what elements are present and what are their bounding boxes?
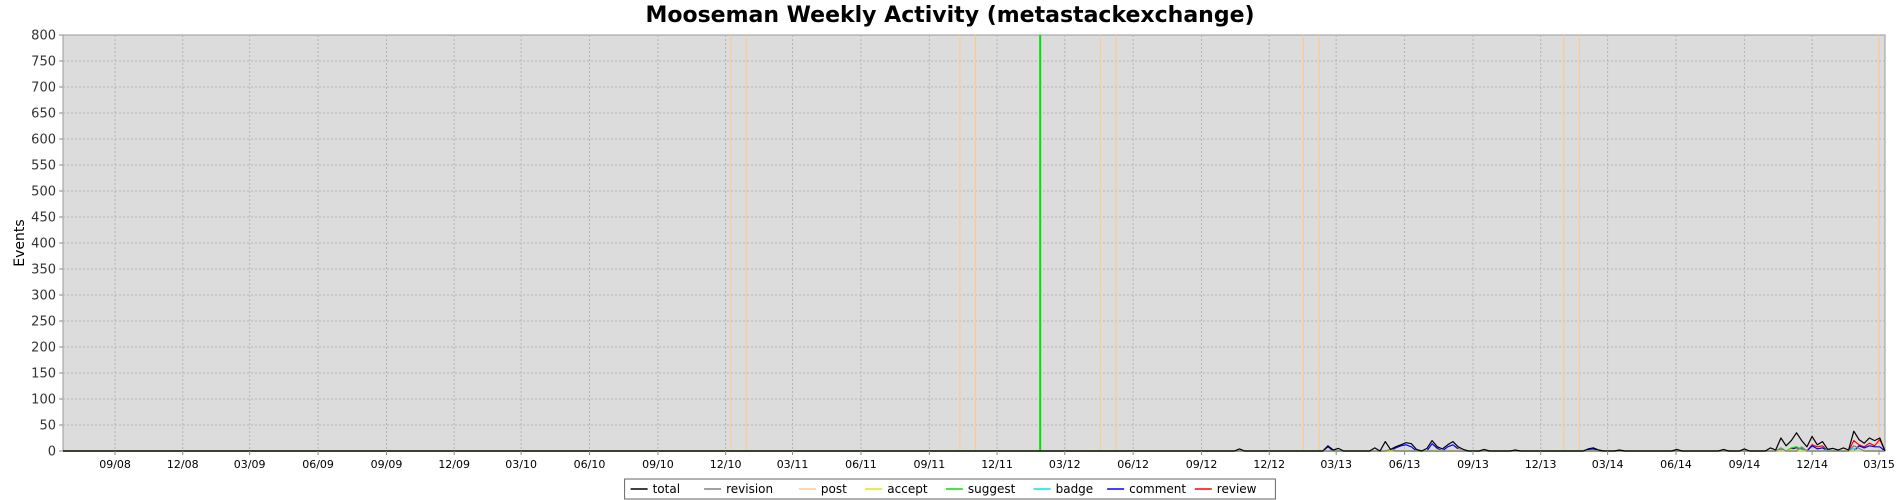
- legend-label-comment: comment: [1129, 482, 1186, 496]
- legend-label-badge: badge: [1056, 482, 1094, 496]
- x-tick-label: 12/13: [1525, 458, 1557, 471]
- x-tick-label: 03/15: [1863, 458, 1895, 471]
- x-tick-label: 06/12: [1117, 458, 1149, 471]
- x-tick-label: 03/13: [1320, 458, 1352, 471]
- series-lines: [63, 430, 1886, 452]
- y-tick-label: 800: [31, 29, 56, 44]
- y-axis-ticks: 0 50 100 150 200 250 300 350 400 450 500 550 600 650 7…: [31, 29, 63, 460]
- x-tick-label: 09/08: [99, 458, 131, 471]
- y-tick-label: 50: [39, 419, 56, 434]
- x-tick-label: 12/09: [438, 458, 470, 471]
- x-tick-label: 03/11: [777, 458, 809, 471]
- legend-label-accept: accept: [887, 482, 928, 496]
- x-tick-label: 06/09: [302, 458, 334, 471]
- legend-label-revision: revision: [726, 482, 773, 496]
- plot-area: [62, 34, 1886, 452]
- y-tick-label: 750: [31, 55, 56, 70]
- legend-label-suggest: suggest: [968, 482, 1016, 496]
- y-tick-label: 450: [31, 211, 56, 226]
- x-tick-label: 06/11: [845, 458, 877, 471]
- legend-label-post: post: [821, 482, 847, 496]
- x-tick-label: 09/11: [914, 458, 946, 471]
- x-tick-label: 03/12: [1049, 458, 1081, 471]
- series-line-revision: [63, 445, 1885, 452]
- x-tick-label: 09/13: [1457, 458, 1489, 471]
- x-tick-label: 12/12: [1253, 458, 1285, 471]
- x-tick-label: 12/14: [1796, 458, 1828, 471]
- x-tick-label: 06/14: [1660, 458, 1692, 471]
- y-axis-label: Events: [12, 219, 28, 266]
- legend-label-review: review: [1217, 482, 1257, 496]
- chart-title: Mooseman Weekly Activity (metastackexcha…: [645, 3, 1254, 28]
- y-tick-label: 400: [31, 237, 56, 252]
- series-line-total: [63, 430, 1886, 452]
- x-tick-label: 06/10: [574, 458, 606, 471]
- x-tick-label: 09/14: [1729, 458, 1761, 471]
- y-tick-label: 550: [31, 159, 56, 174]
- x-tick-label: 06/13: [1389, 458, 1421, 471]
- x-tick-label: 12/08: [167, 458, 199, 471]
- x-tick-label: 09/09: [371, 458, 403, 471]
- x-tick-label: 09/10: [642, 458, 674, 471]
- y-tick-label: 650: [31, 107, 56, 122]
- event-markers: [730, 35, 1880, 451]
- x-tick-label: 12/11: [981, 458, 1013, 471]
- y-tick-label: 0: [48, 445, 56, 460]
- y-tick-label: 350: [31, 263, 56, 278]
- y-tick-label: 250: [31, 315, 56, 330]
- x-tick-label: 12/10: [710, 458, 742, 471]
- y-tick-label: 500: [31, 185, 56, 200]
- x-axis-ticks: 09/08 12/08 03/09 06/09 09/09 12/09 03/10 06/10…: [99, 451, 1895, 471]
- y-tick-label: 150: [31, 367, 56, 382]
- legend: total revision post accept suggest badge comme…: [624, 478, 1276, 500]
- y-tick-label: 200: [31, 341, 56, 356]
- y-tick-label: 300: [31, 289, 56, 304]
- legend-label-total: total: [653, 482, 680, 496]
- x-tick-label: 09/12: [1186, 458, 1218, 471]
- y-tick-label: 600: [31, 133, 56, 148]
- x-tick-label: 03/14: [1592, 458, 1624, 471]
- x-tick-label: 03/09: [234, 458, 266, 471]
- y-tick-label: 100: [31, 393, 56, 408]
- x-tick-label: 03/10: [505, 458, 537, 471]
- y-tick-label: 700: [31, 81, 56, 96]
